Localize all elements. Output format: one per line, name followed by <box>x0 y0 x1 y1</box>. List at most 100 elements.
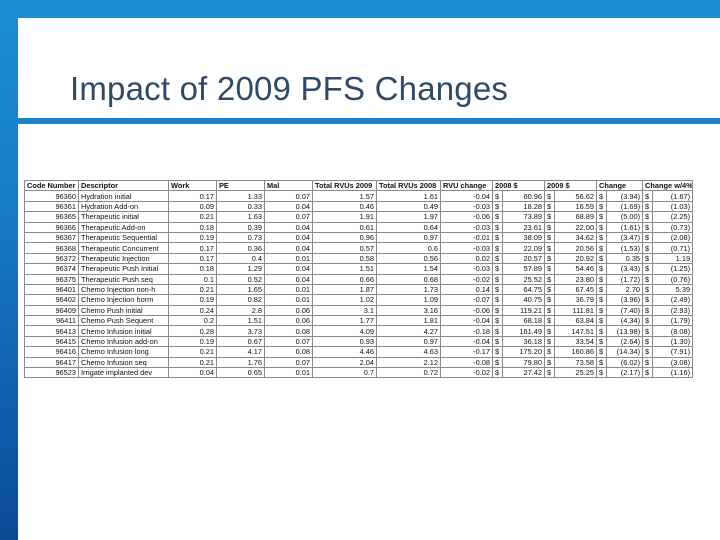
code-number-cell: 96361 <box>24 200 79 213</box>
dollars-2009-cell: 25.25 <box>554 367 598 379</box>
rvu-change-cell: -0.04 <box>440 335 493 348</box>
change-4pct-cell: (1.79) <box>652 315 694 327</box>
header-cell: Total RVUs 2008 <box>376 179 441 192</box>
dollars-2009-cell: 67.45 <box>554 283 598 296</box>
currency-symbol: $ <box>544 231 556 244</box>
pe-cell: 1.29 <box>216 263 265 275</box>
change-4pct-cell: (2.93) <box>652 304 694 317</box>
mal-cell: 0.04 <box>264 263 313 275</box>
pe-cell: 0.67 <box>216 335 265 348</box>
descriptor-cell: Chemo Infusion seq <box>78 356 169 369</box>
dollars-2008-cell: 68.18 <box>501 315 546 327</box>
total-rvus-2009-cell: 1.57 <box>312 190 377 202</box>
content-panel: Code Number Descriptor Work PE Mal Total… <box>18 124 720 540</box>
dollars-2009-cell: 63.84 <box>554 315 598 327</box>
work-cell: 0.21 <box>168 346 217 358</box>
currency-symbol: $ <box>596 252 608 265</box>
rvu-change-cell: -0.03 <box>440 200 493 213</box>
currency-symbol: $ <box>642 242 654 254</box>
header-cell: Descriptor <box>78 179 169 192</box>
header-cell: RVU change <box>440 179 493 192</box>
change-cell: (7.40) <box>606 304 644 317</box>
currency-symbol: $ <box>492 335 503 348</box>
table-row: 96415 Chemo Infusion add-on 0.19 0.67 0.07 0.… <box>24 335 694 348</box>
currency-symbol: $ <box>492 315 503 327</box>
descriptor-cell: Chemo Push Sequent <box>78 315 169 327</box>
rvu-change-cell: -0.03 <box>440 242 493 254</box>
rvu-change-cell: -0.18 <box>440 325 493 337</box>
currency-symbol: $ <box>492 346 503 358</box>
currency-symbol: $ <box>642 221 654 233</box>
pe-cell: 0.52 <box>216 273 265 285</box>
code-number-cell: 96402 <box>24 294 79 306</box>
table-row: 96523 Irrigate implanted dev 0.04 0.65 0.01 0… <box>24 367 694 379</box>
pe-cell: 1.76 <box>216 356 265 369</box>
pe-cell: 1.65 <box>216 283 265 296</box>
work-cell: 0.17 <box>168 190 217 202</box>
table-row: 96374 Therapeutic Push Initial 0.18 1.29 0.0… <box>24 263 694 275</box>
change-4pct-cell: (2.25) <box>652 211 694 223</box>
change-4pct-cell: (0.71) <box>652 242 694 254</box>
mal-cell: 0.07 <box>264 211 313 223</box>
currency-symbol: $ <box>492 190 503 202</box>
code-number-cell: 96417 <box>24 356 79 369</box>
dollars-2009-cell: 20.92 <box>554 252 598 265</box>
dollars-2008-cell: 20.57 <box>501 252 546 265</box>
dollars-2008-cell: 161.49 <box>501 325 546 337</box>
currency-symbol: $ <box>544 356 556 369</box>
rvu-change-cell: -0.04 <box>440 190 493 202</box>
total-rvus-2009-cell: 1.02 <box>312 294 377 306</box>
change-cell: (1.61) <box>606 221 644 233</box>
mal-cell: 0.04 <box>264 273 313 285</box>
descriptor-cell: Chemo Injection non-h <box>78 283 169 296</box>
table-row: 96375 Therapeutic Push seq 0.1 0.52 0.04 0.66… <box>24 273 694 285</box>
work-cell: 0.2 <box>168 315 217 327</box>
currency-symbol: $ <box>642 367 654 379</box>
currency-symbol: $ <box>492 367 503 379</box>
currency-symbol: $ <box>544 367 556 379</box>
dollars-2008-cell: 73.89 <box>501 211 546 223</box>
header-cell: Change <box>596 179 644 192</box>
dollars-2008-cell: 40.75 <box>501 294 546 306</box>
code-number-cell: 96409 <box>24 304 79 317</box>
pe-cell: 1.63 <box>216 211 265 223</box>
descriptor-cell: Hydration initial <box>78 190 169 202</box>
change-cell: (6.02) <box>606 356 644 369</box>
currency-symbol: $ <box>642 346 654 358</box>
table-row: 96367 Therapeutic Sequential 0.19 0.73 0.04 0… <box>24 231 694 244</box>
change-cell: (2.17) <box>606 367 644 379</box>
work-cell: 0.19 <box>168 335 217 348</box>
descriptor-cell: Chemo Infusion initial <box>78 325 169 337</box>
mal-cell: 0.07 <box>264 356 313 369</box>
code-number-cell: 96368 <box>24 242 79 254</box>
descriptor-cell: Therapeutic Concurrent <box>78 242 169 254</box>
currency-symbol: $ <box>596 200 608 213</box>
table-body: 96360 Hydration initial 0.17 1.33 0.07 1.57 1.… <box>24 190 694 379</box>
dollars-2008-cell: 23.61 <box>501 221 546 233</box>
total-rvus-2009-cell: 0.93 <box>312 335 377 348</box>
currency-symbol: $ <box>544 211 556 223</box>
descriptor-cell: Hydration Add-on <box>78 200 169 213</box>
currency-symbol: $ <box>492 263 503 275</box>
currency-symbol: $ <box>596 211 608 223</box>
code-number-cell: 96375 <box>24 273 79 285</box>
total-rvus-2008-cell: 0.49 <box>376 200 441 213</box>
dollars-2009-cell: 54.46 <box>554 263 598 275</box>
dollars-2008-cell: 119.21 <box>501 304 546 317</box>
work-cell: 0.18 <box>168 221 217 233</box>
table-row: 96401 Chemo Injection non-h 0.21 1.65 0.01 1.… <box>24 283 694 296</box>
rvu-change-cell: -0.06 <box>440 211 493 223</box>
currency-symbol: $ <box>596 273 608 285</box>
currency-symbol: $ <box>596 283 608 296</box>
currency-symbol: $ <box>642 211 654 223</box>
total-rvus-2008-cell: 1.61 <box>376 190 441 202</box>
table-row: 96411 Chemo Push Sequent 0.2 1.51 0.06 1.77 1.… <box>24 315 694 327</box>
dollars-2008-cell: 60.96 <box>501 190 546 202</box>
total-rvus-2008-cell: 4.27 <box>376 325 441 337</box>
currency-symbol: $ <box>596 346 608 358</box>
pe-cell: 0.36 <box>216 242 265 254</box>
total-rvus-2008-cell: 1.97 <box>376 211 441 223</box>
change-cell: 2.70 <box>606 283 644 296</box>
currency-symbol: $ <box>596 304 608 317</box>
currency-symbol: $ <box>642 294 654 306</box>
